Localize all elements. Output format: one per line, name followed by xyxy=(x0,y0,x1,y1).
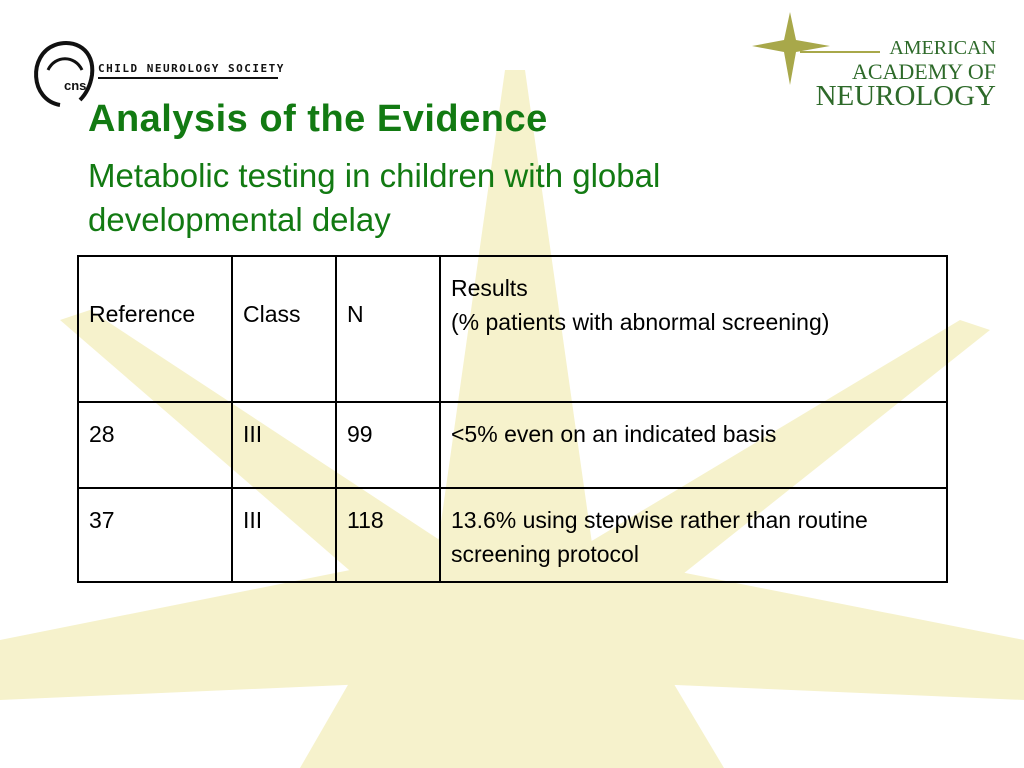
cns-initials: cns xyxy=(64,78,86,93)
cell: 118 xyxy=(335,487,441,583)
cns-logo xyxy=(34,41,278,107)
header-cell: Class xyxy=(231,255,337,403)
cell: 13.6% using stepwise rather than routine… xyxy=(439,487,948,583)
cell: III xyxy=(231,487,337,583)
subtitle: Metabolic testing in children with globa… xyxy=(88,157,661,238)
header-cell: N xyxy=(335,255,441,403)
header-cell: Reference xyxy=(77,255,233,403)
cell: III xyxy=(231,401,337,489)
aan-line: NEUROLOGY xyxy=(815,80,996,112)
row: 37 III 118 13.6% using stepwise rather t… xyxy=(77,487,948,583)
aan-star xyxy=(752,12,880,85)
aan-logo: AMERICAN ACADEMY OF NEUROLOGY xyxy=(815,36,996,112)
row: 28 III 99 <5% even on an indicated basis xyxy=(77,401,948,489)
cns-name: CHILD NEUROLOGY SOCIETY xyxy=(98,62,285,75)
cell: 99 xyxy=(335,401,441,489)
cell: <5% even on an indicated basis xyxy=(439,401,948,489)
header-line: Results xyxy=(451,275,528,301)
cell: 28 xyxy=(77,401,233,489)
header-row: Reference Class N Results (% patients wi… xyxy=(77,255,948,403)
cell: 37 xyxy=(77,487,233,583)
aan-line: AMERICAN xyxy=(889,37,996,59)
aan-line: ACADEMY OF xyxy=(851,59,996,84)
title: Analysis of the Evidence xyxy=(88,98,548,140)
header-cell: Results (% patients with abnormal screen… xyxy=(439,255,948,403)
evidence-table: Reference Class N Results (% patients wi… xyxy=(77,255,948,583)
header-line: (% patients with abnormal screening) xyxy=(451,309,830,335)
